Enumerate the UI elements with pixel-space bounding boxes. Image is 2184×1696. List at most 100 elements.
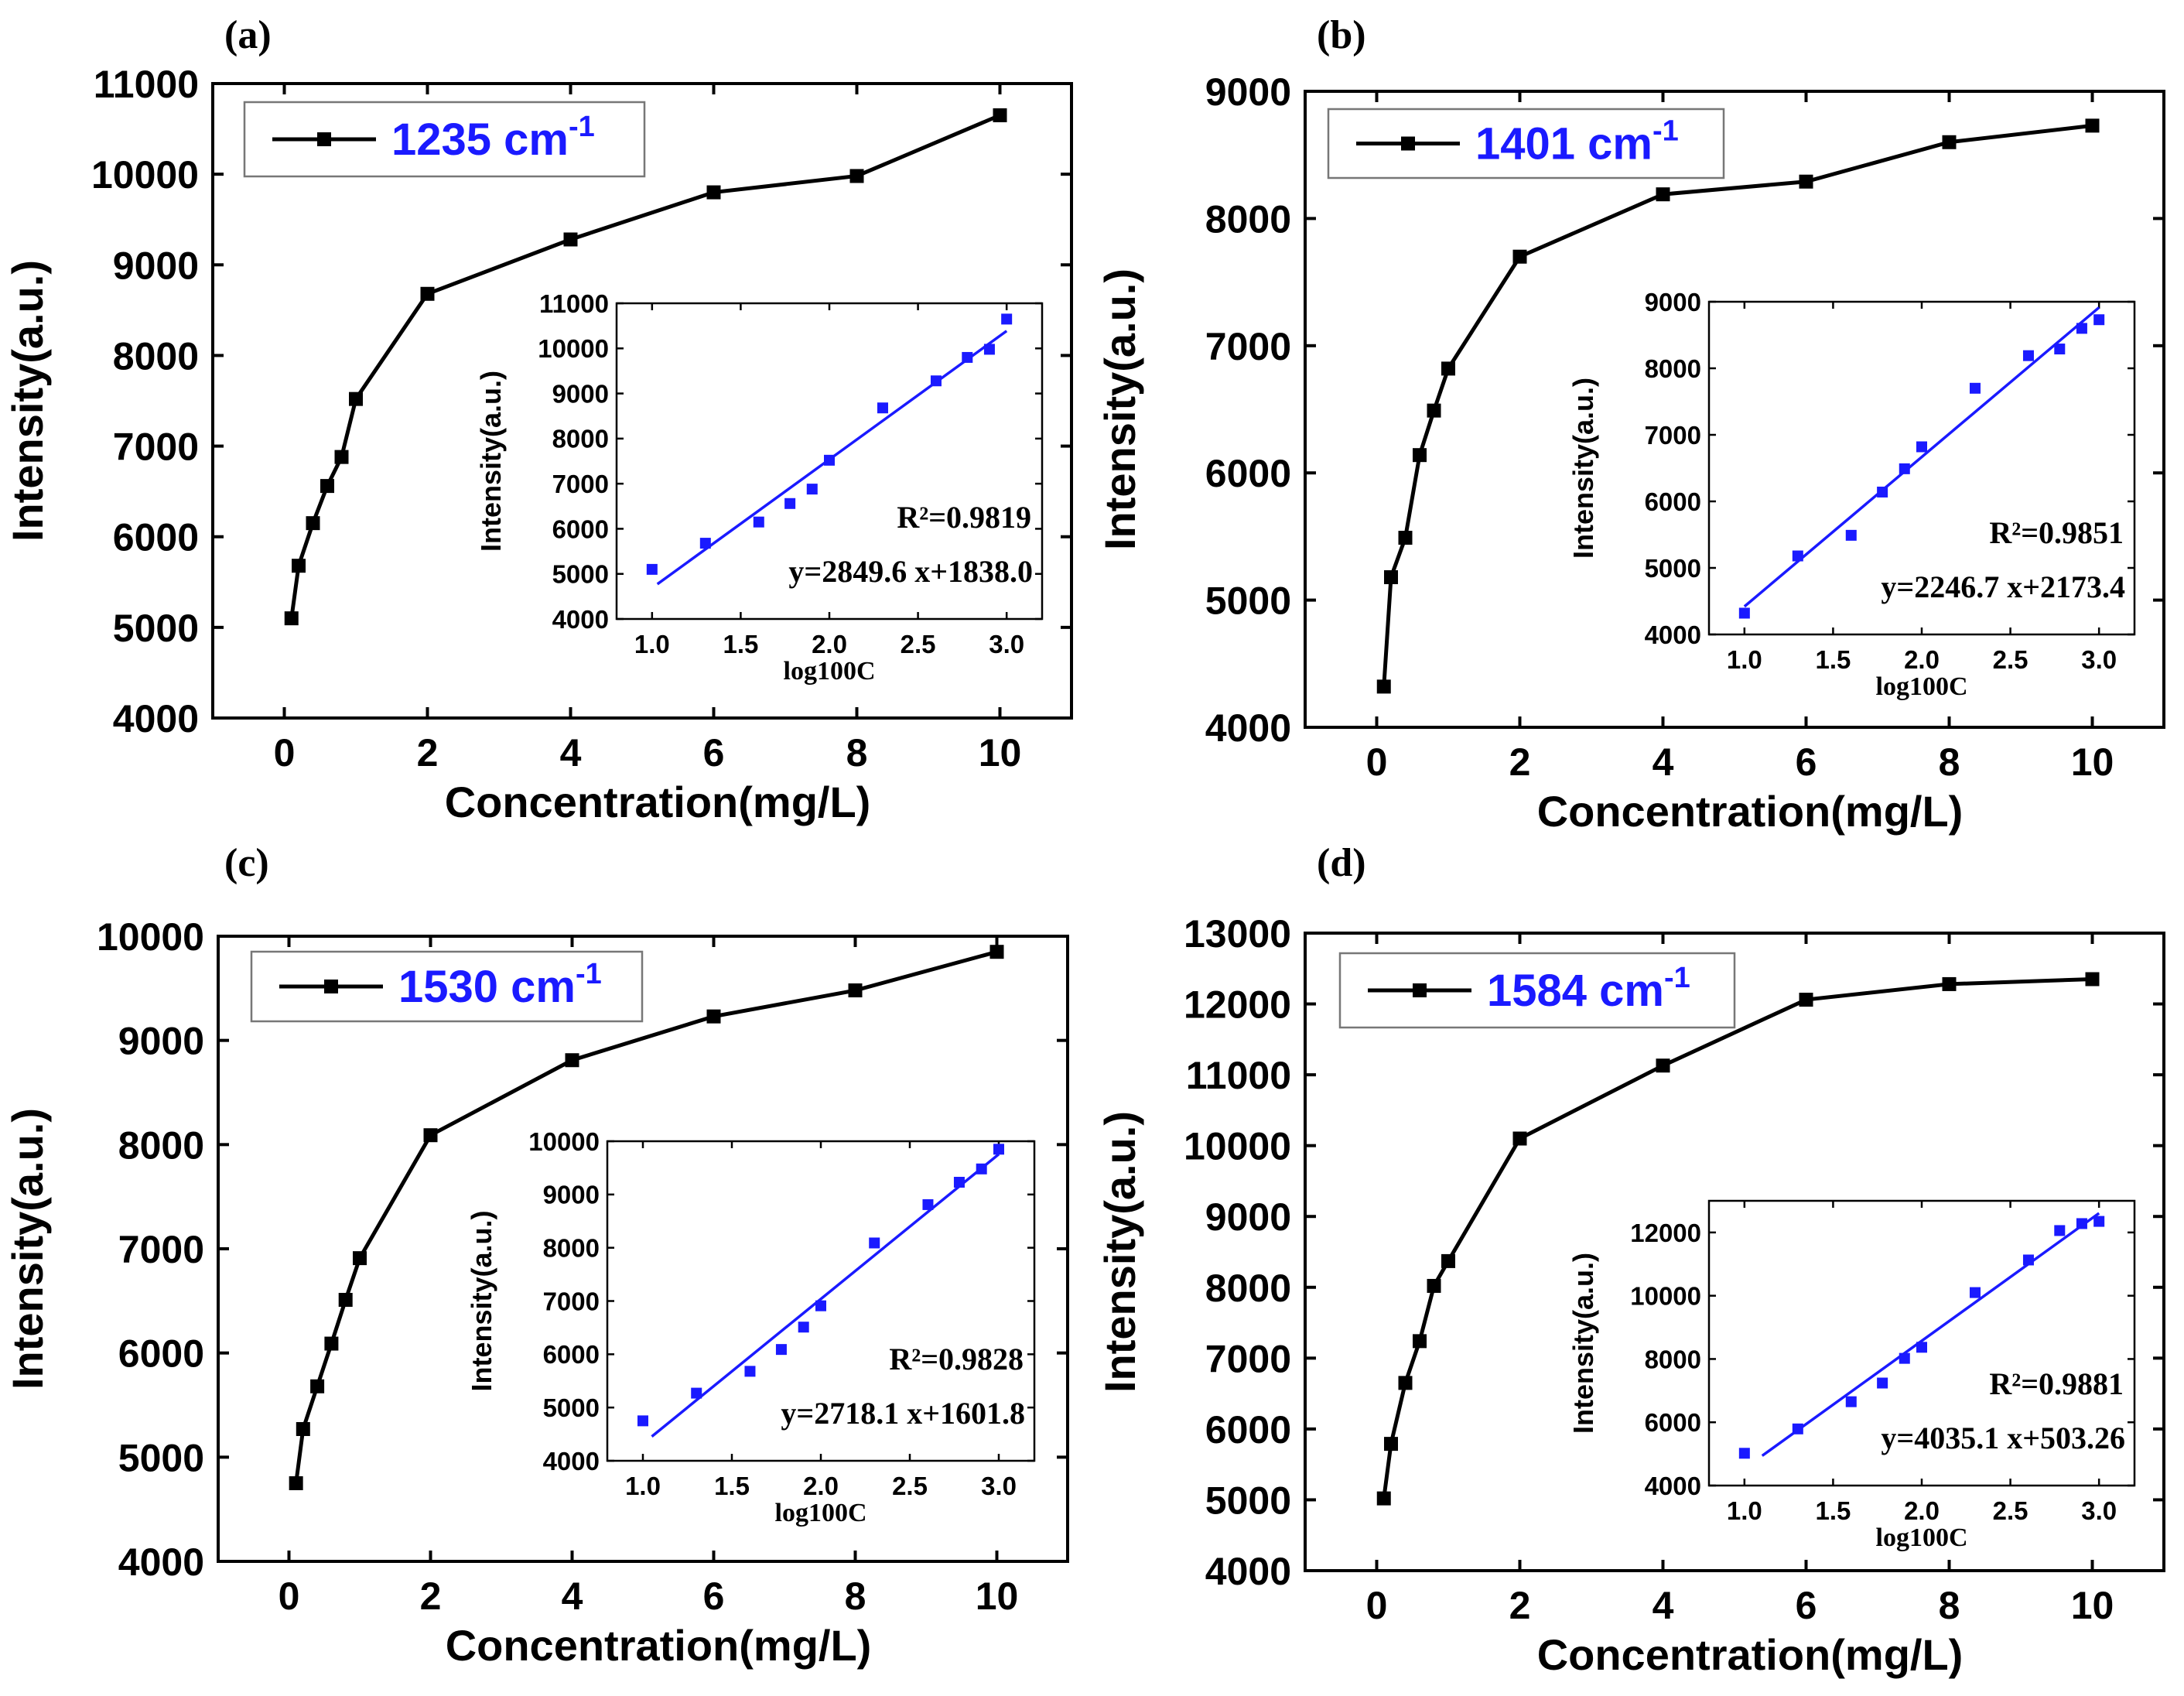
legend-marker	[1413, 983, 1427, 997]
inset-y-tick-label: 12000	[1630, 1219, 1701, 1247]
main-y-tick-label: 9000	[118, 1020, 204, 1063]
inset-point	[2093, 1216, 2105, 1227]
series-point	[1413, 1334, 1427, 1349]
series-point	[1799, 993, 1813, 1007]
main-y-tick-label: 5000	[113, 607, 199, 650]
legend-unit: cm	[1599, 966, 1664, 1016]
series-point	[1441, 1253, 1455, 1268]
main-y-tick-label: 9000	[1205, 70, 1291, 114]
fit-equation-annotation: y=2246.7 x+2173.4	[1881, 569, 2125, 604]
inset-y-axis-title: Intensity(a.u.)	[1567, 1253, 1599, 1434]
series-point	[1398, 1376, 1413, 1390]
main-x-tick-label: 4	[1653, 740, 1674, 784]
inset-y-tick-label: 8000	[552, 425, 609, 453]
series-point	[706, 1009, 721, 1024]
main-x-tick-label: 10	[979, 731, 1022, 774]
main-y-tick-label: 8000	[113, 334, 199, 378]
inset-point	[930, 375, 942, 387]
chart-panel-d: (d)0 2 4 6 8 10400050006000700080009000100001…	[1095, 841, 2165, 1679]
inset-point	[2022, 350, 2034, 361]
legend-unit: cm	[504, 115, 569, 165]
main-x-tick-label: 2	[420, 1575, 442, 1618]
series-point	[349, 392, 363, 406]
main-x-tick-label: 0	[279, 1575, 300, 1618]
inset-point	[784, 498, 796, 509]
x-axis-title: Concentration(mg/L)	[1537, 1630, 1964, 1679]
series-point	[565, 1053, 579, 1068]
series-point	[2085, 118, 2100, 133]
inset-x-tick-label: 3.0	[981, 1472, 1017, 1500]
main-y-tick-label: 5000	[1205, 1479, 1291, 1522]
legend-label: 1401 cm-1	[1475, 115, 1679, 169]
inset-y-tick-label: 4000	[1645, 621, 1701, 649]
series-point	[2085, 972, 2100, 986]
inset-point	[953, 1177, 965, 1188]
main-y-tick-label: 10000	[97, 915, 204, 959]
main-y-tick-label: 7000	[113, 426, 199, 469]
inset-point	[1969, 382, 1981, 394]
inset-y-tick-label: 7000	[543, 1287, 600, 1315]
main-x-tick-label: 6	[1796, 1584, 1817, 1627]
inset-y-tick-label: 5000	[552, 560, 609, 589]
inset-x-axis-title: log100C	[1876, 672, 1968, 701]
inset-point	[976, 1163, 987, 1175]
inset-x-tick-label: 2.0	[1904, 645, 1940, 674]
r-squared-annotation: R²=0.9881	[1989, 1366, 2124, 1401]
inset-point	[637, 1415, 648, 1427]
series-point	[1656, 1058, 1670, 1073]
main-x-tick-label: 8	[1939, 740, 1960, 784]
inset-x-tick-label: 2.5	[901, 630, 936, 658]
inset-point	[1001, 313, 1013, 325]
legend-wavenumber: 1401	[1475, 119, 1588, 169]
inset-x-axis-title: log100C	[1876, 1523, 1968, 1552]
main-x-tick-label: 10	[2071, 1584, 2114, 1627]
series-point	[1413, 448, 1427, 463]
series-point	[420, 286, 435, 301]
r-squared-annotation: R²=0.9828	[889, 1342, 1024, 1376]
inset-y-tick-label: 10000	[528, 1127, 600, 1156]
y-axis-title: Intensity(a.u.)	[1095, 268, 1144, 550]
inset-y-tick-label: 8000	[1645, 354, 1701, 383]
main-y-tick-label: 4000	[118, 1540, 204, 1584]
inset-y-tick-label: 10000	[1630, 1282, 1701, 1311]
inset-y-axis-title: Intensity(a.u.)	[475, 371, 507, 552]
main-x-tick-label: 8	[1939, 1584, 1960, 1627]
inset-x-tick-label: 1.0	[634, 630, 670, 658]
inset-y-tick-label: 9000	[552, 379, 609, 408]
panel-label: (a)	[224, 13, 272, 57]
inset-point	[806, 484, 818, 495]
inset-y-tick-label: 4000	[552, 605, 609, 634]
inset-x-tick-label: 2.0	[1904, 1496, 1940, 1525]
inset-point	[2076, 1218, 2087, 1229]
series-point	[1427, 403, 1441, 418]
inset-point	[815, 1300, 826, 1311]
inset-x-tick-label: 3.0	[989, 630, 1024, 658]
fit-equation-annotation: y=2718.1 x+1601.8	[781, 1396, 1025, 1431]
inset-point	[1738, 1448, 1750, 1459]
series-point	[324, 1336, 339, 1351]
main-x-tick-label: 4	[560, 731, 582, 774]
main-x-tick-label: 8	[846, 731, 868, 774]
inset-point	[1792, 1423, 1803, 1434]
inset-point	[744, 1366, 756, 1377]
inset-y-tick-label: 5000	[543, 1393, 600, 1422]
series-point	[706, 185, 721, 200]
series-point	[1656, 187, 1670, 202]
inset-point	[993, 1144, 1004, 1155]
legend-marker	[1401, 136, 1415, 151]
inset-y-axis-title: Intensity(a.u.)	[466, 1210, 497, 1391]
main-y-tick-label: 6000	[118, 1332, 204, 1376]
series-point	[1384, 1437, 1398, 1452]
inset-point	[646, 563, 658, 575]
main-y-tick-label: 8000	[118, 1123, 204, 1167]
inset-point	[691, 1387, 702, 1399]
inset-y-tick-label: 9000	[1645, 288, 1701, 316]
main-y-tick-label: 4000	[1205, 1550, 1291, 1593]
inset-x-tick-label: 1.0	[625, 1472, 661, 1500]
inset-y-tick-label: 10000	[538, 334, 609, 363]
series-point	[306, 516, 320, 531]
main-x-tick-label: 4	[1653, 1584, 1674, 1627]
legend-unit: cm	[511, 962, 576, 1012]
inset-x-tick-label: 2.5	[1993, 1496, 2028, 1525]
